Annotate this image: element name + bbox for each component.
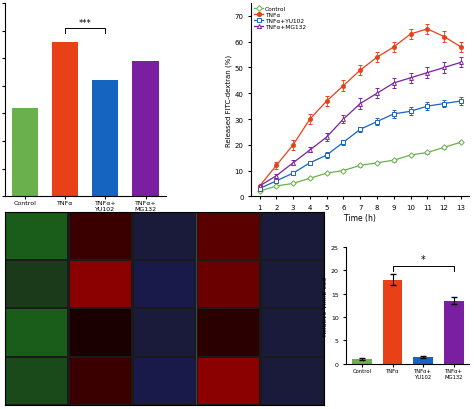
Bar (6, 213, 67, 259)
Bar (134, 213, 195, 259)
Text: ***: *** (79, 18, 91, 27)
Bar (133, 62, 159, 197)
Y-axis label: Relative Vim:E-cad: Relative Vim:E-cad (323, 276, 328, 335)
X-axis label: Time (h): Time (h) (344, 213, 376, 222)
Bar (352, 359, 372, 364)
Text: C: C (219, 0, 228, 2)
Legend: Control, TNFα, TNFα+YU102, TNFα+MG132: Control, TNFα, TNFα+YU102, TNFα+MG132 (254, 7, 306, 30)
Bar (12, 109, 38, 197)
Bar (6, 310, 67, 356)
Y-axis label: Released FITC-dextran (%): Released FITC-dextran (%) (225, 54, 232, 146)
Bar (262, 358, 323, 404)
Bar (198, 261, 259, 308)
Bar (262, 213, 323, 259)
Bar (52, 43, 78, 197)
Bar (198, 358, 259, 404)
Bar (413, 357, 433, 364)
Bar (198, 213, 259, 259)
Bar (70, 261, 131, 308)
Bar (198, 310, 259, 356)
Bar (262, 310, 323, 356)
Bar (134, 358, 195, 404)
Bar (70, 310, 131, 356)
Bar (6, 358, 67, 404)
Text: *: * (421, 255, 426, 265)
Bar (70, 213, 131, 259)
Bar (134, 261, 195, 308)
Bar (444, 301, 464, 364)
Bar (6, 261, 67, 308)
Bar (134, 310, 195, 356)
Bar (262, 261, 323, 308)
Bar (383, 280, 402, 364)
Bar (92, 81, 118, 197)
Bar (70, 358, 131, 404)
